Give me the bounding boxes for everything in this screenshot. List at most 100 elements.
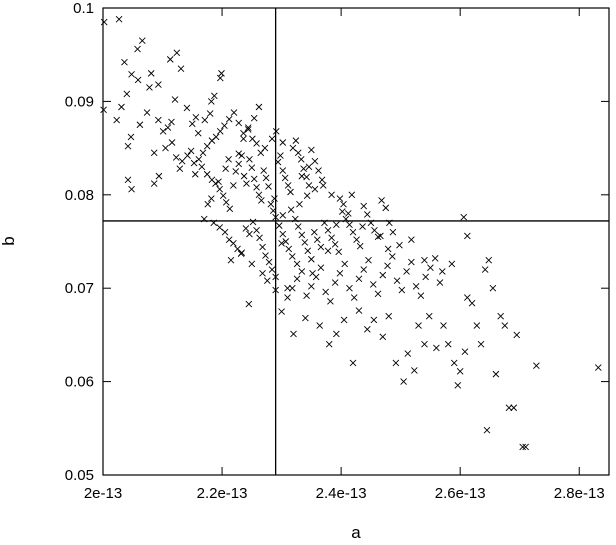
data-point [284, 182, 292, 189]
data-point [259, 269, 266, 277]
data-point [136, 121, 144, 129]
data-point [308, 146, 315, 154]
data-point [199, 149, 207, 157]
data-point [121, 58, 128, 66]
data-point [492, 370, 500, 378]
data-point [292, 137, 300, 144]
data-point [333, 221, 340, 229]
data-point [216, 127, 224, 135]
data-point [250, 114, 258, 122]
data-point [279, 139, 287, 146]
data-point [138, 37, 146, 45]
data-point [328, 191, 335, 199]
data-point [281, 174, 289, 182]
data-point [190, 159, 198, 167]
data-point [335, 248, 343, 256]
data-point [113, 116, 121, 124]
data-point [277, 152, 284, 159]
data-point [464, 294, 471, 301]
data-point [221, 122, 228, 130]
data-point [331, 240, 339, 248]
data-point [415, 322, 422, 329]
data-point [454, 382, 462, 389]
data-point [369, 281, 377, 288]
data-point [271, 195, 278, 202]
data-point [304, 247, 312, 255]
data-point [287, 188, 294, 196]
data-point [262, 174, 270, 182]
data-point [222, 165, 229, 172]
data-point [216, 185, 223, 193]
data-point [164, 124, 172, 131]
data-point [408, 236, 415, 243]
data-point [147, 70, 155, 77]
y-tick-label: 0.1 [73, 0, 94, 17]
data-point [301, 239, 309, 246]
data-point [100, 18, 108, 26]
data-point [436, 279, 444, 286]
data-point [359, 223, 366, 230]
data-point [349, 228, 357, 236]
data-point [208, 195, 215, 202]
x-axis: 2e-13 2.2e-13 2.4e-13 2.6e-13 2.8e-13 [84, 8, 605, 502]
data-point [166, 56, 174, 63]
data-point [308, 255, 315, 263]
data-point [268, 135, 276, 143]
data-point [319, 182, 327, 189]
data-point [338, 208, 346, 215]
data-point [155, 81, 162, 88]
data-point [324, 226, 332, 234]
data-point [178, 157, 186, 165]
data-point [308, 283, 315, 290]
data-point [244, 124, 252, 131]
data-point [230, 240, 237, 247]
data-point [448, 260, 456, 268]
data-point [240, 172, 248, 180]
y-axis-label: b [0, 236, 18, 245]
data-point [212, 133, 220, 141]
data-point [363, 211, 371, 218]
data-point [255, 191, 263, 199]
data-point [296, 200, 303, 208]
data-point [225, 115, 233, 123]
data-point [481, 266, 489, 273]
data-point [379, 271, 387, 279]
data-point [421, 256, 428, 264]
y-tick-label: 0.07 [65, 280, 94, 297]
data-point [124, 142, 132, 150]
data-point [222, 198, 230, 206]
data-point [412, 283, 420, 290]
data-point [522, 443, 529, 451]
data-point [176, 165, 184, 172]
data-point [191, 170, 199, 178]
data-point [433, 344, 440, 352]
data-point [302, 314, 309, 322]
data-point [389, 228, 397, 236]
data-point [118, 103, 125, 111]
data-point [258, 197, 265, 204]
data-point [253, 226, 260, 234]
y-tick-label: 0.05 [65, 467, 94, 484]
data-point [278, 308, 285, 315]
data-point [370, 316, 378, 324]
data-point [489, 284, 497, 292]
data-point [400, 378, 407, 385]
data-point [505, 404, 513, 412]
data-point [316, 322, 324, 329]
data-point [285, 245, 293, 253]
data-point [317, 243, 325, 251]
data-point [204, 200, 212, 208]
data-point [313, 236, 321, 243]
data-point [468, 299, 476, 307]
data-point [408, 258, 415, 266]
data-point [392, 359, 400, 367]
data-point [340, 316, 348, 324]
plot-area [102, 7, 610, 476]
data-point [198, 163, 206, 171]
data-point [192, 113, 200, 121]
data-point [378, 197, 385, 204]
data-point [485, 256, 493, 264]
data-point [128, 70, 135, 78]
data-point [377, 232, 384, 240]
data-point [267, 200, 275, 208]
